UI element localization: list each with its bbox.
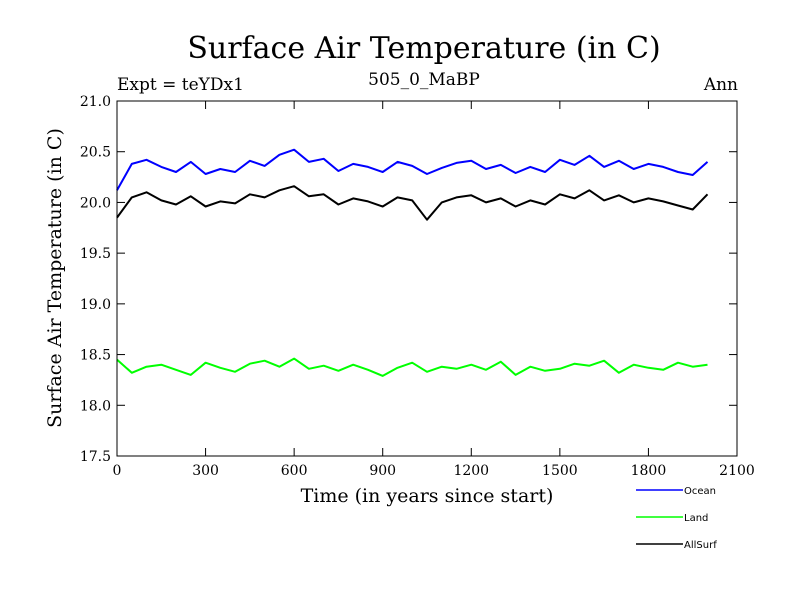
x-axis-label: Time (in years since start)	[301, 485, 554, 507]
x-tick-label: 0	[113, 463, 122, 479]
plot-frame	[116, 100, 738, 457]
x-tick-label: 1500	[542, 463, 578, 479]
y-tick-label: 18.5	[80, 348, 111, 364]
y-tick-label: 20.5	[80, 145, 111, 161]
y-tick-label: 18.0	[80, 398, 111, 414]
series-layer	[116, 148, 709, 377]
y-tick-label: 20.0	[80, 195, 111, 211]
y-tick-label: 19.5	[80, 246, 111, 262]
legend-label-ocean: Ocean	[684, 486, 716, 497]
subtitle-left: Expt = teYDx1	[117, 75, 244, 95]
y-tick-label: 21.0	[80, 94, 111, 110]
legend: Ocean Land AllSurf	[636, 486, 717, 551]
subtitle-center: 505_0_MaBP	[368, 70, 480, 90]
subtitle-right: Ann	[703, 75, 738, 95]
series-line-allsurf	[116, 185, 709, 221]
axis-ticks: 0 300 600 900 1200 1500 1800 2100 17.5 18.0 18.5 19…	[80, 94, 755, 479]
x-tick-label: 1200	[453, 463, 489, 479]
legend-label-allsurf: AllSurf	[684, 540, 717, 551]
y-axis-label: Surface Air Temperature (in C)	[44, 128, 66, 428]
series-line-land	[116, 357, 708, 377]
chart-title: Surface Air Temperature (in C)	[187, 31, 660, 66]
x-tick-label: 1800	[631, 463, 667, 479]
x-tick-label: 900	[369, 463, 396, 479]
legend-label-land: Land	[684, 513, 708, 524]
y-tick-label: 19.0	[80, 297, 111, 313]
y-tick-label: 17.5	[80, 449, 111, 465]
x-tick-label: 600	[281, 463, 308, 479]
x-tick-label: 2100	[719, 463, 755, 479]
series-line-ocean	[116, 148, 709, 191]
x-tick-label: 300	[192, 463, 219, 479]
